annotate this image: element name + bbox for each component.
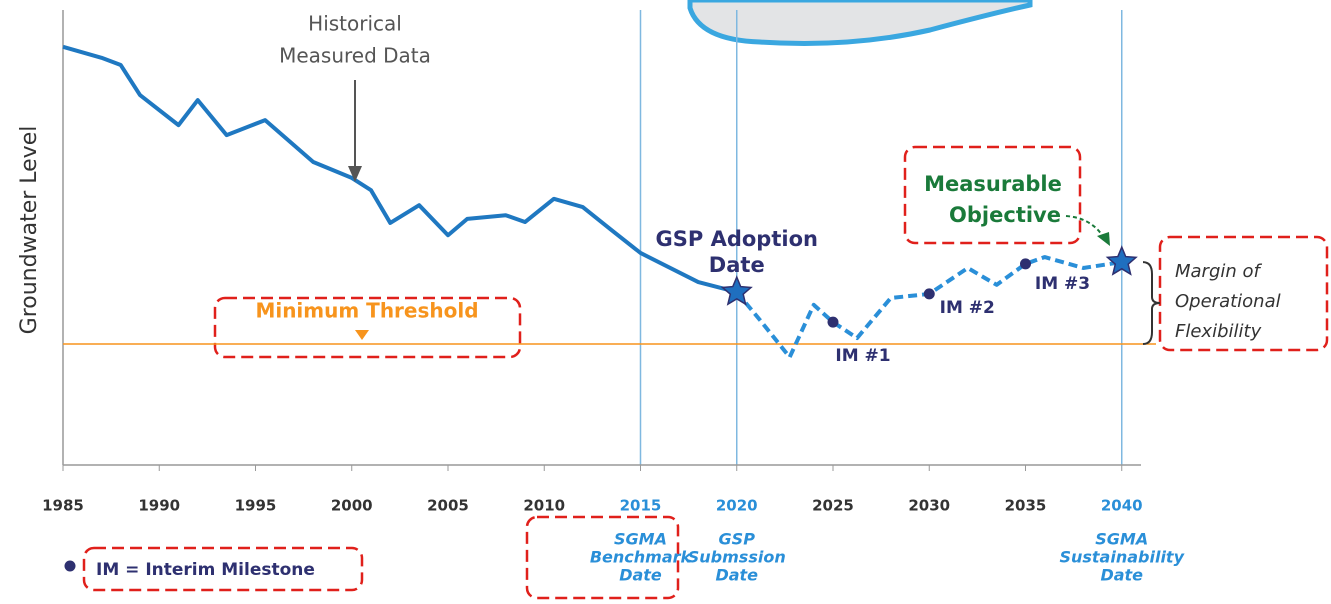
x-tick-label: 1985	[42, 497, 84, 515]
historical-arrowhead	[348, 166, 362, 182]
x-tick-label: 2005	[427, 497, 469, 515]
objective-arrowhead	[1097, 232, 1110, 246]
x-tick-label: 2015	[620, 497, 662, 515]
highlight-box	[525, 515, 680, 600]
margin-brace	[1142, 261, 1161, 345]
threshold-label: Minimum Threshold	[255, 298, 478, 322]
date-marker-label: Date	[619, 566, 662, 585]
adoption-label: Date	[709, 253, 765, 277]
milestone-dot	[1020, 258, 1031, 270]
milestone-dot	[923, 288, 935, 300]
date-marker-label: Date	[1100, 566, 1143, 585]
date-marker-label: Submssion	[688, 548, 786, 567]
margin-label: Operational	[1175, 291, 1281, 312]
date-marker-label: Benchmark	[590, 548, 693, 567]
highlight-box	[82, 546, 364, 592]
margin-label: Flexibility	[1175, 321, 1262, 342]
historical-label: Historical	[308, 12, 402, 36]
map-fragment	[687, 0, 1033, 46]
x-tick-label: 1990	[138, 497, 180, 515]
series-line	[735, 255, 1123, 360]
milestone-label: IM #3	[1035, 274, 1090, 294]
x-tick-label: 1995	[235, 497, 277, 515]
star-marker	[1105, 245, 1138, 276]
y-axis-label: Groundwater Level	[17, 126, 42, 335]
date-marker-label: SGMA	[1095, 530, 1148, 549]
margin-label: Margin of	[1175, 261, 1263, 282]
threshold-arrow	[355, 329, 369, 340]
date-marker-label: Date	[715, 566, 758, 585]
x-tick-label: 2020	[716, 497, 758, 515]
objective-arrow	[1065, 215, 1105, 239]
x-tick-label: 2010	[523, 497, 565, 515]
date-marker-label: Sustainability	[1059, 548, 1184, 567]
date-marker-label: GSP	[719, 530, 756, 549]
milestone-dot	[827, 316, 839, 328]
milestone-label: IM #1	[835, 346, 890, 366]
adoption-label: GSP Adoption	[656, 227, 818, 251]
series-line	[62, 44, 738, 295]
highlight-box	[903, 145, 1082, 245]
x-tick-label: 2040	[1101, 497, 1143, 515]
x-tick-label: 2030	[908, 497, 950, 515]
historical-label: Measured Data	[279, 44, 431, 68]
x-tick-label: 2000	[331, 497, 373, 515]
legend-label: IM = Interim Milestone	[96, 560, 315, 580]
star-marker	[720, 275, 753, 306]
milestone-label: IM #2	[940, 298, 995, 318]
x-tick-label: 2035	[1005, 497, 1047, 515]
date-marker-label: SGMA	[614, 530, 667, 549]
highlight-box	[213, 296, 522, 359]
legend-dot	[64, 560, 76, 572]
x-tick-label: 2025	[812, 497, 854, 515]
highlight-box	[1158, 235, 1329, 352]
objective-label: Objective	[949, 203, 1061, 227]
objective-label: Measurable	[924, 172, 1062, 196]
